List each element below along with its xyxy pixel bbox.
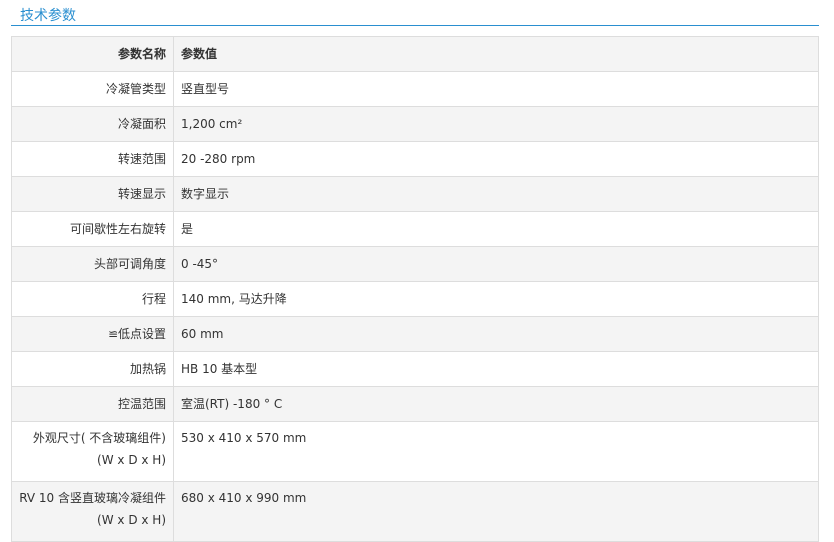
param-name: 冷凝面积: [11, 106, 174, 142]
table-row: 冷凝面积 1,200 cm²: [11, 106, 819, 142]
param-value: 竖直型号: [173, 71, 819, 107]
param-value: 20 -280 rpm: [173, 141, 819, 177]
param-name: 行程: [11, 281, 174, 317]
table-row: 行程 140 mm, 马达升降: [11, 281, 819, 317]
param-name: 转速范围: [11, 141, 174, 177]
table-row: 外观尺寸( 不含玻璃组件)(W x D x H) 530 x 410 x 570 …: [11, 421, 819, 482]
param-name: 外观尺寸( 不含玻璃组件)(W x D x H): [11, 421, 174, 482]
param-value: 1,200 cm²: [173, 106, 819, 142]
table-row: 头部可调角度 0 -45°: [11, 246, 819, 282]
table-row: ≌低点设置 60 mm: [11, 316, 819, 352]
param-name: 转速显示: [11, 176, 174, 212]
table-row: 转速范围 20 -280 rpm: [11, 141, 819, 177]
param-name: 冷凝管类型: [11, 71, 174, 107]
param-value: 530 x 410 x 570 mm: [173, 421, 819, 482]
table-row: 加热锅 HB 10 基本型: [11, 351, 819, 387]
header-name: 参数名称: [11, 36, 174, 72]
spec-table: 参数名称 参数值 冷凝管类型 竖直型号 冷凝面积 1,200 cm² 转速范围 20 -2…: [11, 36, 819, 542]
title-divider: [11, 25, 819, 26]
param-value: 140 mm, 马达升降: [173, 281, 819, 317]
table-row: RV 10 含竖直玻璃冷凝组件(W x D x H) 680 x 410 x 99…: [11, 481, 819, 542]
section-title: 技术参数: [20, 8, 76, 24]
header-value: 参数值: [173, 36, 819, 72]
param-name: 加热锅: [11, 351, 174, 387]
table-row: 冷凝管类型 竖直型号: [11, 71, 819, 107]
param-value: 室温(RT) -180 ° C: [173, 386, 819, 422]
param-name: 控温范围: [11, 386, 174, 422]
param-value: 0 -45°: [173, 246, 819, 282]
param-name: RV 10 含竖直玻璃冷凝组件(W x D x H): [11, 481, 174, 542]
table-row: 转速显示 数字显示: [11, 176, 819, 212]
param-name: 头部可调角度: [11, 246, 174, 282]
param-name: 可间歇性左右旋转: [11, 211, 174, 247]
table-row: 可间歇性左右旋转是: [11, 211, 819, 247]
table-row: 控温范围 室温(RT) -180 ° C: [11, 386, 819, 422]
param-value: 数字显示: [173, 176, 819, 212]
param-value: HB 10 基本型: [173, 351, 819, 387]
param-name: ≌低点设置: [11, 316, 174, 352]
param-value: 680 x 410 x 990 mm: [173, 481, 819, 542]
param-value: 60 mm: [173, 316, 819, 352]
param-value: 是: [173, 211, 819, 247]
table-header: 参数名称 参数值: [11, 36, 819, 72]
